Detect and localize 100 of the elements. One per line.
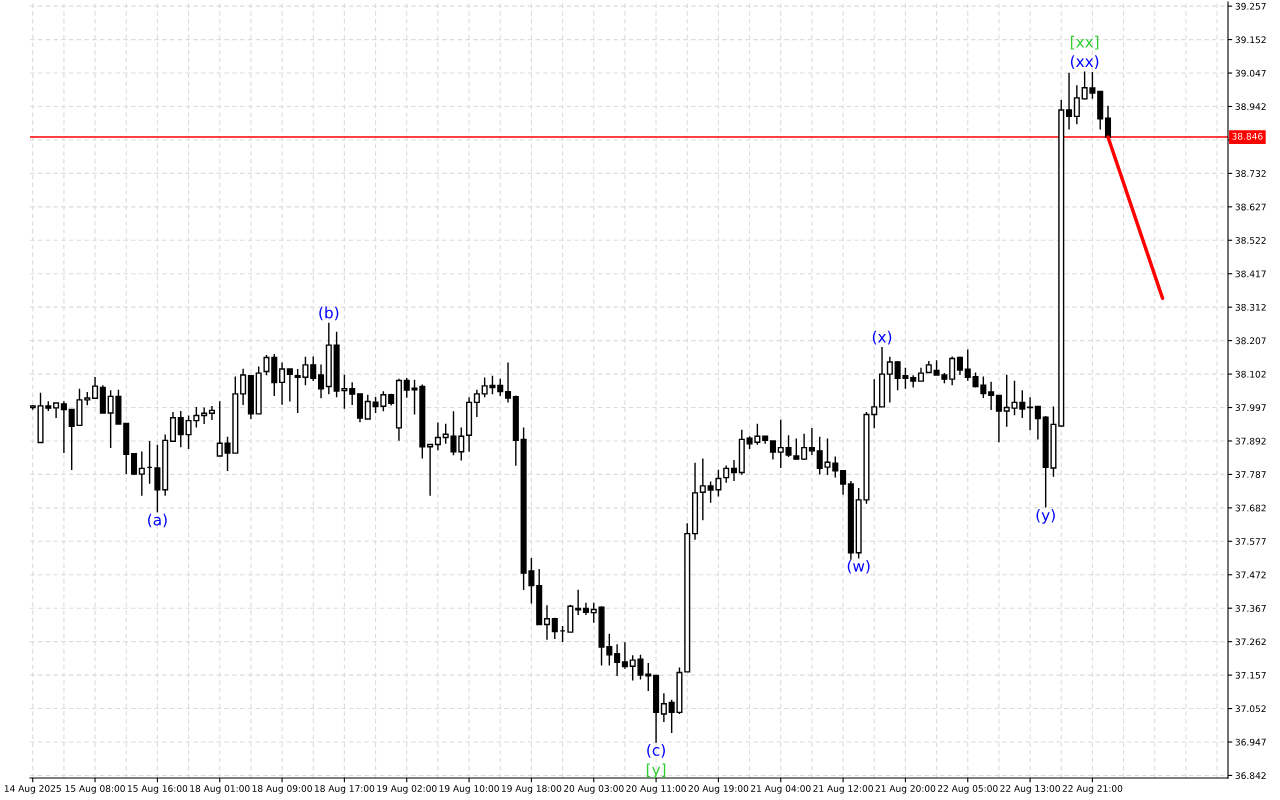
candlestick: [949, 355, 956, 386]
candlestick: [255, 365, 262, 415]
candlestick: [653, 674, 660, 744]
x-tick-label: 14 Aug 2025: [4, 785, 61, 794]
candlestick: [1097, 90, 1104, 131]
candlestick: [995, 394, 1002, 443]
candlestick: [325, 322, 332, 395]
y-tick-label: 38.627: [1235, 203, 1266, 211]
candlestick: [808, 427, 815, 456]
x-tick-label: 20 Aug 03:00: [563, 785, 624, 794]
candlestick: [582, 602, 589, 616]
candlestick: [956, 355, 963, 376]
y-tick-label: 38.417: [1235, 270, 1266, 278]
y-tick-label: 38.942: [1235, 103, 1266, 111]
candlestick: [1104, 105, 1112, 138]
x-tick-label: 22 Aug 13:00: [1000, 785, 1060, 794]
annotation: (w): [847, 559, 870, 574]
candlestick: [777, 418, 784, 469]
candlestick: [130, 453, 138, 476]
candlestick: [1066, 72, 1073, 131]
candlestick: [317, 363, 325, 399]
candlestick: [536, 568, 543, 626]
candlestick: [886, 356, 893, 404]
candlestick: [925, 360, 932, 374]
candlestick: [1073, 84, 1080, 126]
candlestick: [762, 435, 769, 445]
candlestick: [567, 604, 574, 633]
candlestick: [551, 617, 558, 640]
candlestick: [917, 367, 925, 383]
annotation: (xx): [1070, 55, 1099, 69]
candlestick: [769, 440, 776, 461]
candlestick: [871, 378, 878, 429]
candlestick: [427, 443, 434, 497]
y-tick-label: 36.842: [1235, 772, 1266, 780]
y-tick-label: 37.997: [1235, 404, 1266, 412]
candlestick: [723, 464, 730, 484]
x-tick-label: 21 Aug 20:00: [875, 785, 936, 794]
y-tick-label: 37.892: [1235, 437, 1266, 445]
candlestick: [699, 457, 706, 521]
x-tick-label: 22 Aug 05:00: [937, 785, 998, 794]
candlestick: [154, 444, 161, 514]
candlestick: [684, 522, 691, 674]
y-tick-label: 37.157: [1235, 671, 1266, 679]
annotation: (y): [1036, 508, 1055, 524]
candlestick: [1027, 396, 1034, 431]
x-tick-label: 18 Aug 17:00: [314, 785, 375, 794]
y-tick-label: 38.207: [1235, 337, 1266, 345]
y-tick-label: 38.312: [1235, 303, 1266, 311]
x-tick-label: 20 Aug 19:00: [688, 785, 749, 794]
candlestick: [92, 376, 99, 400]
annotation: [y]: [646, 763, 666, 779]
candlestick: [146, 440, 153, 485]
x-tick-label: 19 Aug 10:00: [439, 785, 499, 794]
candlestick: [575, 589, 582, 616]
candlestick: [614, 643, 621, 677]
candlestick: [988, 381, 995, 411]
annotation: [xx]: [1070, 35, 1099, 50]
x-tick-label: 15 Aug 16:00: [127, 785, 188, 794]
candlestick: [1034, 405, 1041, 441]
candlestick: [201, 406, 208, 425]
candlestick: [364, 394, 371, 421]
y-tick-label: 36.947: [1235, 738, 1266, 746]
x-tick-label: 21 Aug 12:00: [813, 785, 873, 794]
candlestick: [434, 421, 441, 451]
candlestick: [123, 422, 130, 475]
y-tick-label: 38.522: [1235, 237, 1266, 244]
candlestick: [543, 604, 551, 641]
candlestick: [53, 402, 60, 419]
x-tick-label: 18 Aug 09:00: [252, 785, 312, 794]
candlestick: [879, 346, 886, 409]
candlestick: [177, 410, 184, 449]
x-tick-label: 15 Aug 08:00: [65, 785, 125, 794]
candlestick: [964, 348, 971, 382]
candlestick: [621, 641, 628, 670]
candlestick: [240, 367, 247, 406]
candlestick: [559, 625, 566, 643]
candlestick: [504, 361, 512, 404]
candlestick: [473, 388, 480, 418]
candlestick: [730, 459, 738, 482]
x-tick-label: 20 Aug 11:00: [626, 785, 686, 794]
y-tick-label: 37.367: [1235, 604, 1266, 612]
candlestick: [349, 381, 356, 406]
candlestick: [497, 378, 504, 397]
x-tick-label: 21 Aug 04:00: [750, 785, 811, 794]
candlestick: [801, 432, 808, 461]
x-tick-label: 19 Aug 18:00: [501, 785, 562, 794]
candlestick: [692, 461, 699, 541]
candlestick: [310, 355, 317, 382]
candlestick: [279, 361, 286, 406]
candlestick: [99, 384, 106, 414]
candlestick: [590, 602, 597, 624]
y-tick-label: 38.732: [1235, 170, 1266, 177]
y-tick-label: 39.047: [1235, 69, 1266, 77]
candlestick: [388, 393, 395, 407]
candlestick: [512, 394, 519, 467]
y-tick-label: 37.577: [1235, 538, 1266, 545]
annotation: (x): [872, 330, 892, 345]
y-tick-label: 38.102: [1235, 370, 1266, 378]
candlestick: [395, 378, 402, 442]
annotation: (b): [319, 306, 339, 321]
